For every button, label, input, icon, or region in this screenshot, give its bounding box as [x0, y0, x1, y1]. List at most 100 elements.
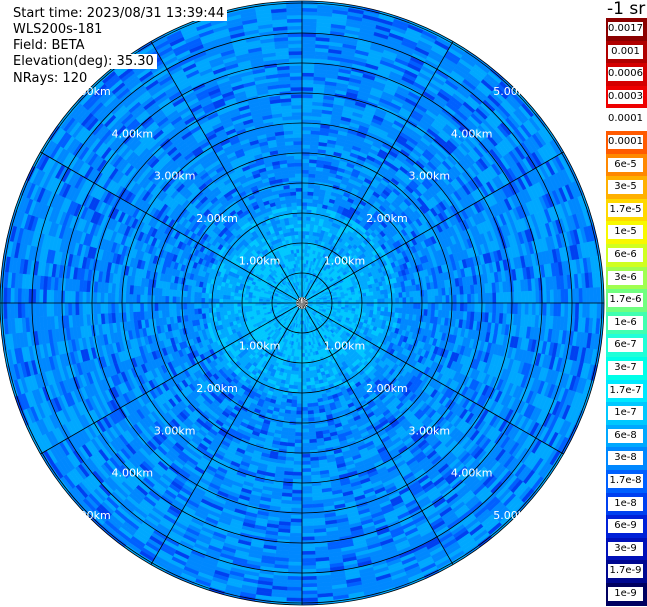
gate-cell	[369, 295, 375, 300]
gate-cell	[362, 299, 368, 304]
gate-cell	[499, 292, 504, 304]
gate-cell	[434, 295, 440, 304]
gate-cell	[528, 302, 533, 316]
gate-cell	[301, 183, 309, 189]
gate-cell	[301, 371, 306, 376]
gate-cell	[301, 219, 307, 225]
gate-cell	[402, 302, 407, 309]
gate-cell	[305, 234, 310, 239]
gate-cell	[474, 293, 479, 304]
gate-cell	[305, 367, 310, 372]
gate-cell	[416, 302, 422, 310]
gate-cell	[380, 302, 386, 308]
gate-cell	[406, 297, 411, 304]
gate-cell	[369, 306, 375, 311]
gate-cell	[409, 291, 414, 298]
gate-cell	[301, 237, 306, 243]
gate-cell	[373, 302, 378, 308]
gate-cell	[376, 306, 382, 312]
gate-cell	[564, 302, 569, 318]
gate-cell	[301, 14, 318, 20]
gate-cell	[355, 299, 360, 304]
gate-cell	[301, 389, 307, 394]
gate-cell	[585, 302, 591, 319]
gate-cell	[301, 75, 315, 81]
gate-cell	[301, 79, 314, 84]
gate-cell	[506, 291, 512, 304]
gate-cell	[301, 111, 313, 117]
gate-cell	[395, 297, 400, 304]
gate-cell	[380, 306, 385, 312]
gate-cell	[301, 57, 316, 63]
gate-cell	[308, 363, 313, 368]
gate-cell	[307, 198, 314, 203]
gate-cell	[301, 194, 308, 199]
gate-cell	[301, 39, 316, 45]
gate-cell	[585, 287, 591, 304]
gate-cell	[306, 385, 312, 390]
gate-cell	[301, 353, 306, 358]
gate-cell	[308, 366, 313, 372]
gate-cell	[301, 151, 311, 156]
gate-cell	[301, 385, 307, 390]
gate-cell	[301, 234, 306, 239]
gate-cell	[301, 50, 316, 56]
gate-cell	[492, 302, 497, 314]
gate-cell	[578, 302, 584, 318]
gate-cell	[377, 302, 382, 308]
gate-cell	[301, 198, 308, 203]
gate-cell	[456, 302, 461, 312]
gate-cell	[405, 291, 411, 298]
gate-cell	[384, 302, 389, 308]
beta-gates	[0, 0, 605, 606]
gate-cell	[431, 295, 436, 304]
gate-cell	[521, 291, 526, 304]
gate-cell	[470, 302, 476, 313]
gate-cell	[301, 443, 310, 448]
gate-cell	[578, 288, 584, 304]
gate-cell	[301, 165, 310, 171]
gate-cell	[301, 83, 314, 88]
gate-cell	[305, 374, 311, 379]
gate-cell	[301, 61, 315, 66]
gate-cell	[467, 302, 472, 313]
gate-cell	[513, 291, 519, 304]
gate-cell	[488, 302, 494, 314]
gate-cell	[362, 302, 368, 307]
gate-cell	[388, 302, 393, 308]
gate-cell	[301, 155, 310, 160]
gate-cell	[517, 291, 522, 304]
gate-cell	[503, 292, 508, 304]
gate-cell	[394, 307, 400, 314]
gate-cell	[463, 294, 468, 304]
gate-cell	[449, 294, 454, 304]
gate-cell	[307, 406, 314, 412]
gate-cell	[301, 435, 310, 441]
gate-cell	[366, 302, 371, 307]
gate-cell	[510, 291, 515, 304]
gate-cell	[304, 363, 309, 368]
gate-cell	[301, 367, 306, 372]
gate-cell	[306, 205, 313, 211]
gate-cell	[301, 223, 307, 228]
gate-cell	[596, 302, 602, 319]
gate-cell	[301, 421, 309, 426]
gate-cell	[384, 293, 389, 299]
gate-cell	[592, 287, 598, 304]
gate-cell	[445, 302, 450, 311]
gate-cell	[301, 147, 311, 153]
gate-cell	[467, 293, 472, 304]
gate-cell	[528, 290, 533, 304]
gate-cell	[304, 360, 309, 365]
gate-cell	[362, 296, 367, 301]
gate-cell	[359, 296, 364, 301]
gate-cell	[394, 292, 400, 299]
gate-cell	[307, 187, 315, 193]
gate-cell	[306, 395, 313, 401]
gate-cell	[402, 308, 407, 315]
gate-cell	[307, 410, 314, 415]
gate-cell	[427, 296, 432, 304]
gate-cell	[306, 216, 312, 221]
gate-cell	[366, 299, 371, 304]
gate-cell	[365, 292, 371, 297]
